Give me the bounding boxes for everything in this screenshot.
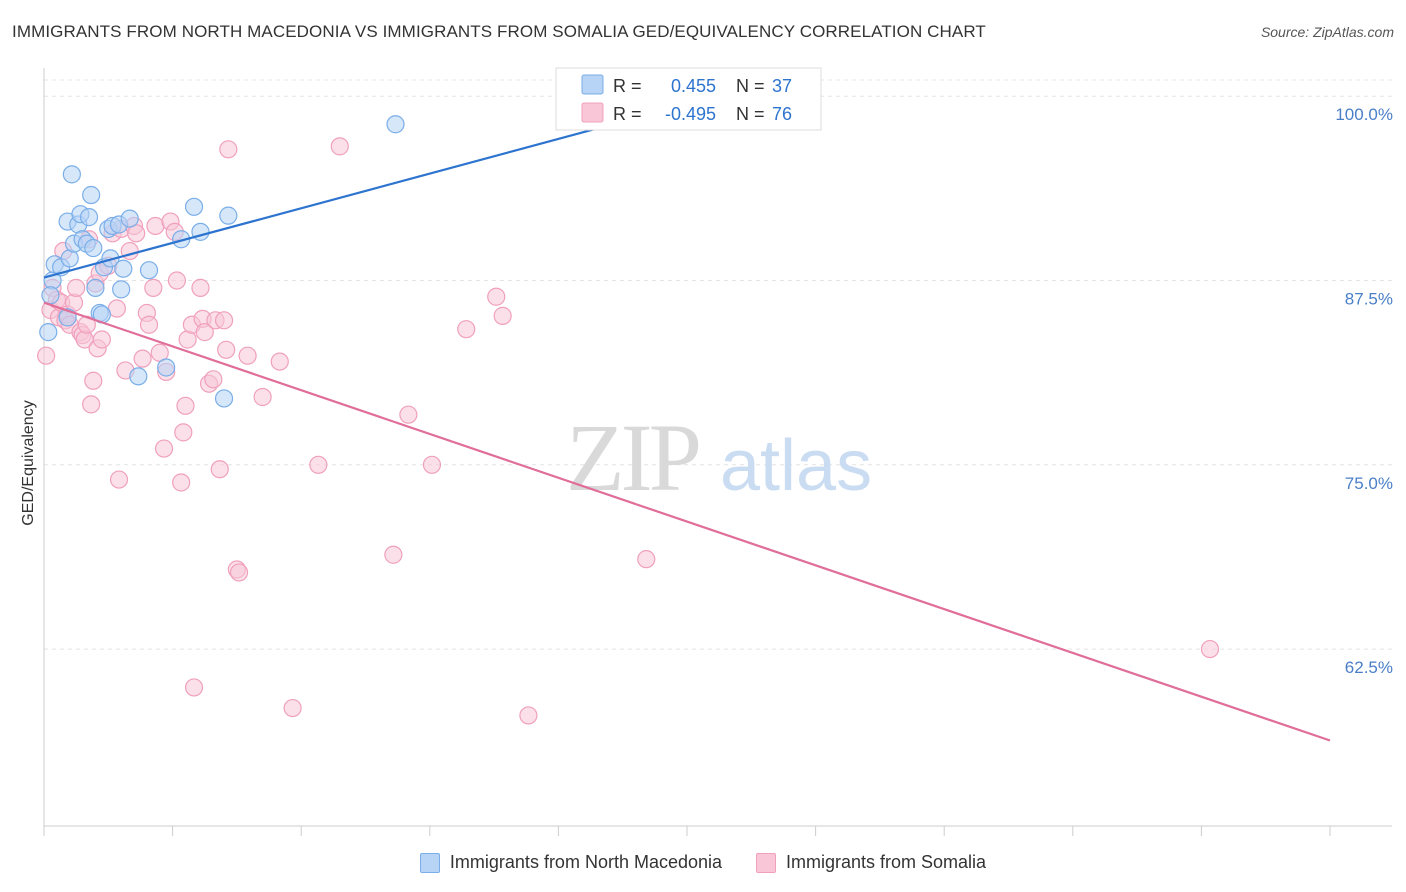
series-legend-label: Immigrants from North Macedonia [449,852,723,872]
north-macedonia-point [82,185,101,205]
north-macedonia-point [184,197,204,216]
north-macedonia-point [129,367,148,386]
legend-r-label: R = [613,76,642,96]
tick-labels: 62.5%75.0%87.5%100.0%0.0%30.0% [1335,105,1393,677]
y-tick-label: 100.0% [1335,105,1393,124]
axes [43,68,1392,836]
somalia-point [184,678,204,697]
somalia-point [229,563,249,582]
scatter-plot: ZIP atlas 62.5%75.0%87.5%100.0%0.0%30.0%… [20,67,1393,836]
somalia-point [457,320,476,339]
north-macedonia-points [39,115,405,408]
series-legend-item-north-macedonia: Immigrants from North Macedonia [419,852,723,873]
somalia-point [253,387,272,407]
somalia-point [154,439,174,458]
somalia-point [92,330,111,349]
y-axis-label: GED/Equivalency [20,400,37,525]
somalia-point [144,278,163,297]
source-label: Source: ZipAtlas.com [1260,24,1394,40]
somalia-point [1200,639,1220,659]
somalia-point [270,352,289,371]
north-macedonia-point [39,323,58,342]
trend-line-north-macedonia [43,105,679,279]
north-macedonia-point [219,206,238,225]
y-tick-label: 62.5% [1345,658,1393,677]
somalia-point [217,340,236,359]
somalia-point [82,395,101,414]
somalia-point [195,323,214,342]
y-tick-label: 87.5% [1345,290,1393,309]
series-swatch-somalia [756,852,777,873]
trend-lines [43,105,1331,742]
legend-n-value: 76 [772,104,792,124]
somalia-point [330,137,349,156]
north-macedonia-point [62,165,81,184]
series-swatch-north-macedonia [419,852,440,873]
somalia-point [139,315,159,334]
somalia-point [487,287,506,306]
trend-line-somalia [43,301,1331,742]
legend-n-label: N = [736,76,765,96]
somalia-points [37,137,1220,725]
north-macedonia-point [84,238,103,258]
legend-swatch-somalia [581,102,604,123]
somalia-point [109,470,129,489]
somalia-point [309,455,328,474]
somalia-point [384,545,403,564]
watermark-atlas: atlas [720,426,872,506]
somalia-point [637,550,656,569]
somalia-point [219,140,238,159]
somalia-point [176,396,195,415]
north-macedonia-point [120,209,139,228]
north-macedonia-point [41,286,60,305]
correlation-legend: R = 0.455 N = 37 R = -0.495 N = 76 [555,67,822,131]
north-macedonia-point [386,115,405,134]
somalia-point [214,311,234,330]
somalia-point [422,455,442,474]
somalia-point [67,278,86,297]
chart-title: IMMIGRANTS FROM NORTH MACEDONIA VS IMMIG… [12,22,986,41]
legend-r-value: -0.495 [665,104,716,124]
north-macedonia-point [214,389,234,408]
somalia-point [493,306,512,325]
legend-n-value: 37 [772,76,792,96]
somalia-point [238,346,257,365]
somalia-point [204,370,223,389]
somalia-point [174,423,193,442]
somalia-point [172,473,191,492]
somalia-point [519,706,538,725]
legend-swatch-north-macedonia [581,74,604,95]
somalia-point [146,216,165,236]
watermark-zip: ZIP [566,404,699,511]
somalia-point [210,460,229,479]
somalia-point [37,346,56,365]
series-legend: Immigrants from North Macedonia Immigran… [0,852,1406,873]
north-macedonia-point [86,278,105,297]
north-macedonia-point [157,358,176,377]
north-macedonia-point [112,280,131,299]
somalia-point [84,371,103,390]
series-legend-label: Immigrants from Somalia [786,852,987,872]
legend-r-value: 0.455 [671,76,716,96]
north-macedonia-point [114,259,133,278]
north-macedonia-point [79,208,99,227]
legend-r-label: R = [613,104,642,124]
legend-n-label: N = [736,104,765,124]
y-tick-label: 75.0% [1345,474,1393,493]
watermark: ZIP atlas [566,404,872,511]
somalia-point [191,278,210,297]
series-legend-item-somalia: Immigrants from Somalia [756,852,986,873]
somalia-point [167,271,186,290]
north-macedonia-point [139,261,159,280]
somalia-point [283,698,302,718]
somalia-point [399,405,418,424]
somalia-point [133,349,152,368]
